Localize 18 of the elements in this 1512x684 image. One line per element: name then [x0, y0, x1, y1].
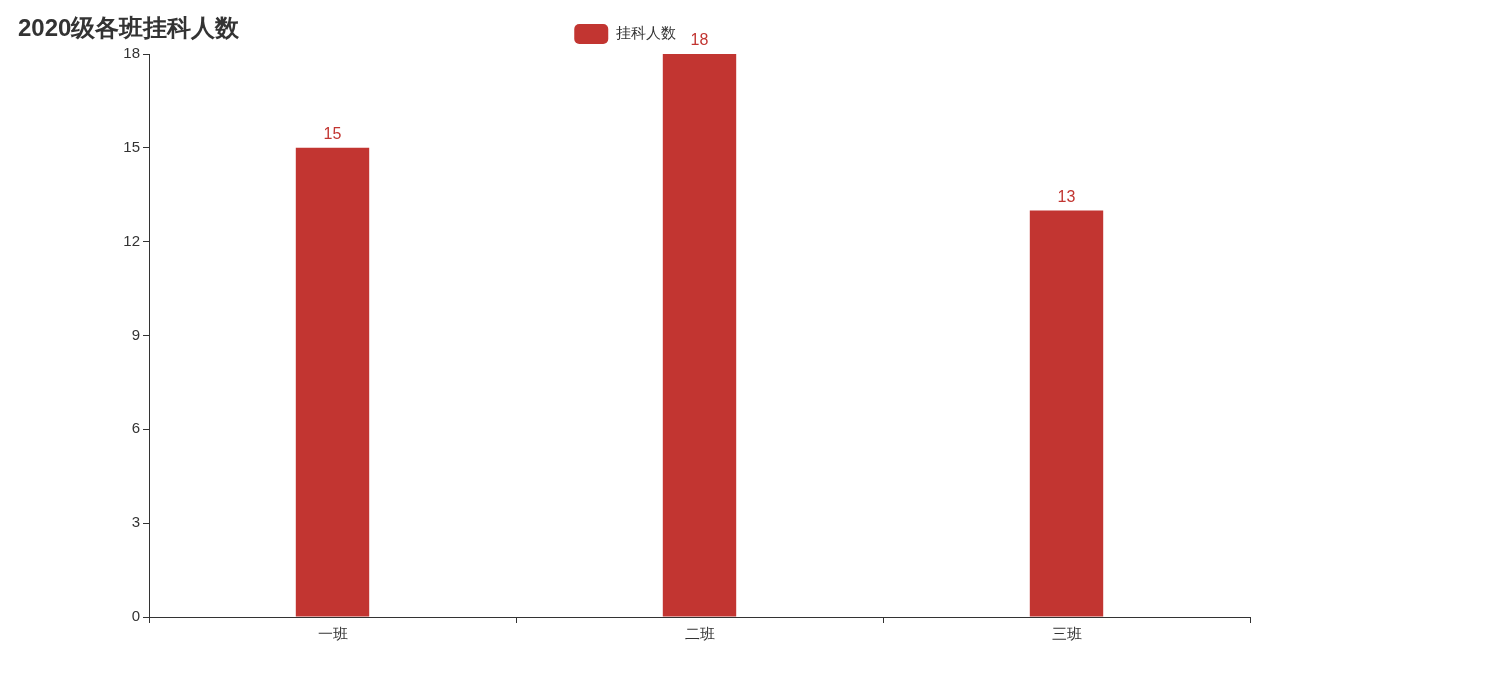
y-tick-label: 9 — [131, 325, 140, 343]
y-tick-label: 0 — [131, 607, 140, 625]
bar — [295, 147, 370, 617]
legend-label: 挂科人数 — [615, 24, 676, 42]
data-label: 18 — [690, 31, 709, 49]
x-tick-label: 二班 — [684, 625, 715, 643]
bar — [1029, 210, 1104, 617]
y-tick-label: 18 — [123, 44, 140, 62]
y-tick-label: 12 — [123, 231, 140, 249]
x-tick-label: 一班 — [317, 625, 348, 643]
data-label: 15 — [323, 125, 342, 143]
bar — [662, 54, 737, 617]
y-tick-label: 6 — [131, 419, 140, 437]
y-tick-label: 3 — [131, 513, 140, 531]
data-label: 13 — [1057, 187, 1076, 205]
x-tick-label: 三班 — [1051, 625, 1082, 643]
y-tick-label: 15 — [123, 137, 140, 155]
chart-title: 2020级各班挂科人数 — [18, 13, 240, 43]
